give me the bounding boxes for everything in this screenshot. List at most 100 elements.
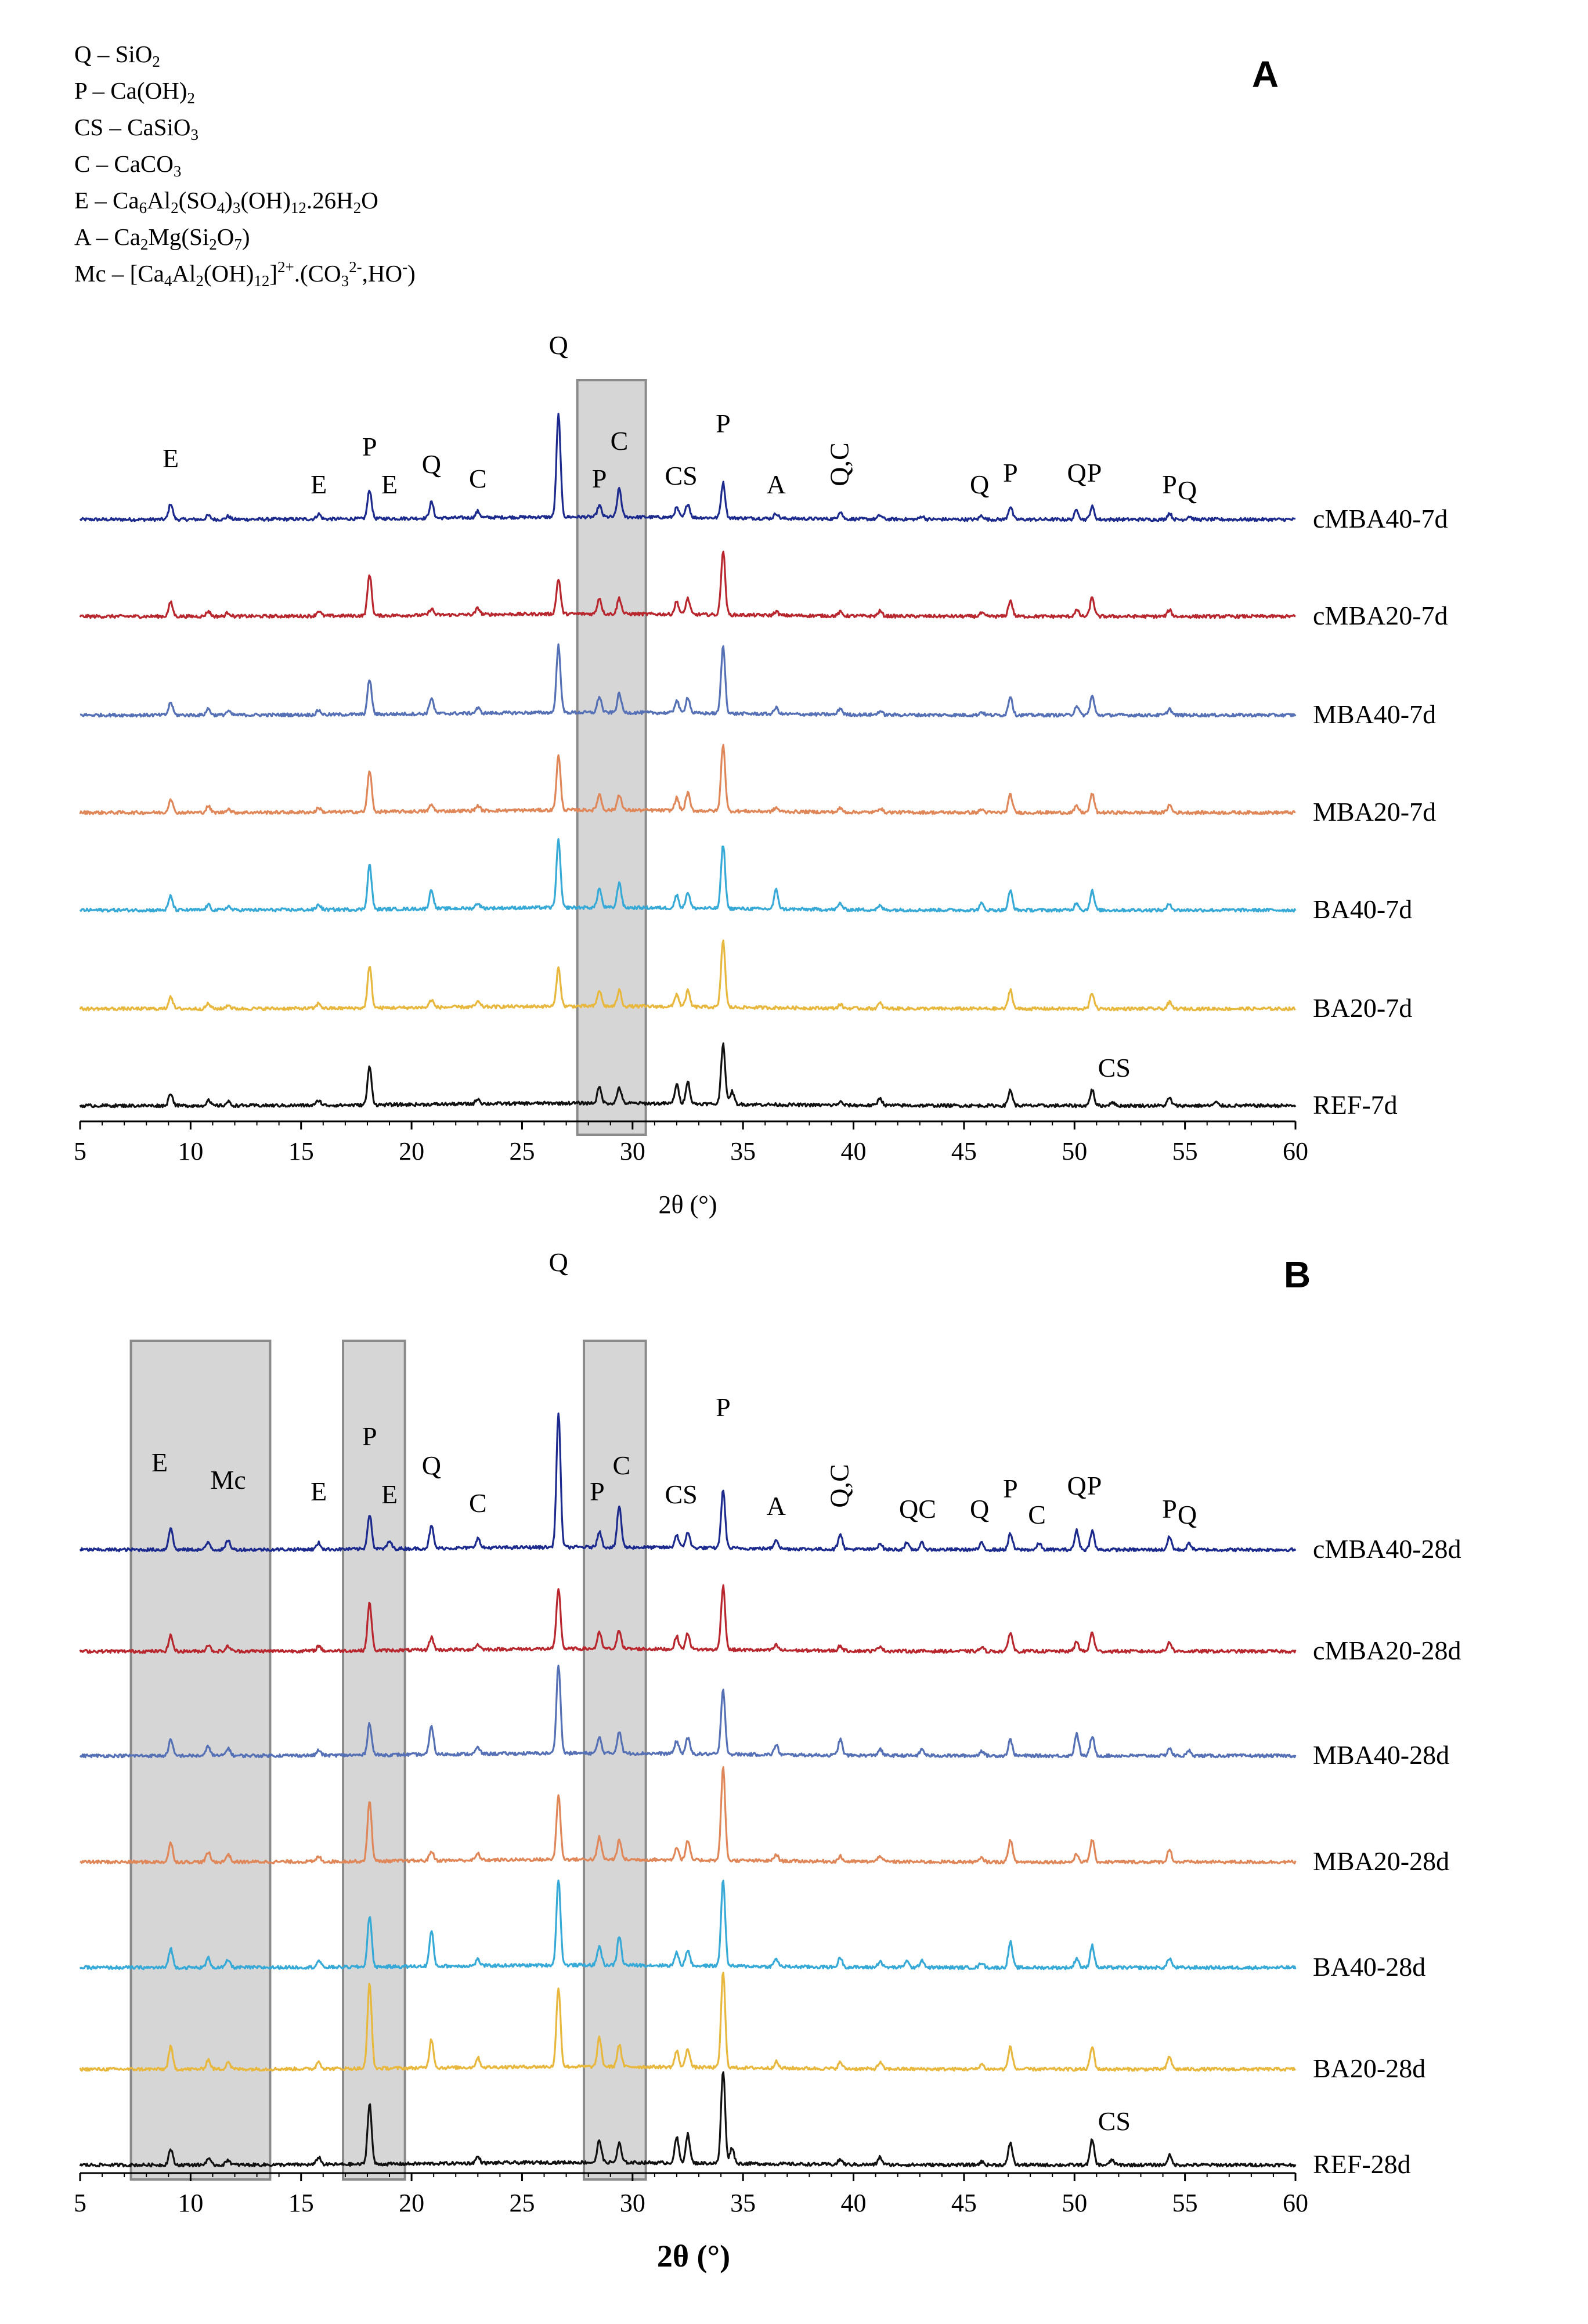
peak-annotation: P	[590, 1477, 605, 1506]
peak-annotation: P	[716, 409, 731, 438]
series-label: cMBA20-28d	[1313, 1636, 1461, 1665]
peak-annotation: P	[1162, 1494, 1177, 1524]
x-tick-label: 10	[178, 1137, 203, 1165]
peak-annotation: Q,C	[825, 442, 854, 486]
legend-formula-part: 3	[190, 126, 199, 143]
legend-separator: –	[86, 77, 111, 104]
legend-formula-part: (OH)	[240, 187, 291, 214]
series-label: MBA20-28d	[1313, 1846, 1449, 1876]
xrd-trace-cMBA20-7d	[79, 550, 1296, 619]
legend-code: Q	[74, 41, 92, 67]
series-label: cMBA40-28d	[1313, 1534, 1461, 1564]
x-tick-label: 20	[399, 1137, 424, 1165]
legend-formula-part: O	[216, 223, 234, 250]
legend-separator: –	[90, 150, 114, 177]
legend-code: A	[74, 223, 91, 250]
x-tick-label: 30	[620, 2189, 645, 2217]
series-label: MBA40-28d	[1313, 1740, 1449, 1770]
series-label: REF-28d	[1313, 2149, 1411, 2179]
x-tick-label: 40	[841, 1137, 867, 1165]
legend-separator: –	[91, 41, 116, 67]
legend-formula-part: )	[407, 260, 416, 287]
peak-annotation: E	[381, 1479, 398, 1509]
legend-formula-part: SiO	[115, 41, 153, 67]
xrd-trace-REF-7d	[79, 1042, 1297, 1109]
x-tick-label: 35	[730, 2189, 756, 2217]
x-tick-label: 25	[509, 2189, 535, 2217]
legend-formula-part: 12	[290, 199, 306, 216]
peak-annotation: E	[311, 1477, 327, 1506]
legend-formula-part: 7	[234, 236, 242, 253]
peak-annotation: CS	[1098, 2106, 1131, 2136]
peak-annotation: E	[151, 1448, 168, 1477]
x-tick-label: 40	[841, 2189, 867, 2217]
peak-annotation: Q	[970, 1494, 989, 1524]
x-tick-label: 35	[730, 1137, 756, 1165]
legend-formula-part: 4	[164, 272, 172, 290]
legend-separator: –	[89, 187, 113, 214]
legend-row: E – Ca6Al2(SO4)3(OH)12.26H2O	[74, 182, 416, 219]
peak-annotation: Q	[1067, 1471, 1086, 1500]
peak-annotation: Mc	[210, 1465, 246, 1495]
peak-annotation: P	[716, 1392, 731, 1422]
legend-formula-part: [Ca	[129, 260, 164, 287]
legend-formula-part: O	[361, 187, 378, 214]
highlight-region	[583, 1340, 647, 2181]
legend-code: P	[74, 77, 87, 104]
legend-formula-part: )	[225, 187, 233, 214]
x-tick-label: 55	[1172, 1137, 1198, 1165]
highlight-region	[576, 379, 647, 1136]
series-label: BA20-7d	[1313, 993, 1412, 1023]
legend-formula-part: Ca	[113, 187, 139, 214]
legend-formula-part: 3	[341, 272, 349, 290]
peak-annotation: C	[1028, 1500, 1046, 1529]
legend-formula-part: 2	[171, 199, 179, 216]
x-tick-label: 45	[951, 1137, 977, 1165]
peak-annotation: P	[362, 1421, 377, 1451]
legend-row: Mc – [Ca4Al2(OH)12]2+.(CO32-,HO-)	[74, 255, 416, 292]
peak-annotation: CS	[665, 461, 697, 490]
legend-formula-part: 2+	[277, 258, 294, 276]
xrd-trace-REF-28d	[79, 2071, 1297, 2168]
legend-formula-part: Mg(Si	[148, 223, 210, 250]
legend-formula-part: 2	[353, 199, 362, 216]
peak-annotation: E	[311, 470, 327, 499]
x-tick-label: 15	[288, 2189, 314, 2217]
x-tick-label: 50	[1062, 1137, 1087, 1165]
peak-annotation: Q	[1178, 1500, 1197, 1529]
legend-formula-part: 2	[209, 236, 217, 253]
peak-annotation: P	[1087, 1471, 1102, 1500]
peak-annotation: P	[592, 464, 607, 493]
series-label: MBA20-7d	[1313, 797, 1436, 827]
x-tick-label: 20	[399, 2189, 424, 2217]
legend-separator: –	[103, 114, 128, 140]
peak-annotation: Q	[549, 1247, 568, 1277]
legend-formula-part: )	[241, 223, 250, 250]
legend-formula-part: 2	[196, 272, 204, 290]
series-label: MBA40-7d	[1313, 699, 1436, 729]
phase-legend: Q – SiO2 P – Ca(OH)2 CS – CaSiO3 C – CaCO3 E…	[74, 36, 416, 292]
highlight-region	[342, 1340, 406, 2181]
x-tick-label: 50	[1062, 2189, 1087, 2217]
legend-formula-part: CaCO	[114, 150, 174, 177]
legend-separator: –	[90, 223, 114, 250]
peak-annotation: CS	[1098, 1053, 1131, 1082]
x-tick-label: 5	[74, 1137, 86, 1165]
x-tick-label: 15	[288, 1137, 314, 1165]
legend-formula-part: 2-	[349, 258, 362, 276]
xrd-trace-cMBA20-28d	[79, 1584, 1297, 1654]
peak-annotation: Q	[422, 449, 441, 479]
legend-row: CS – CaSiO3	[74, 109, 416, 146]
series-label: cMBA40-7d	[1313, 504, 1448, 533]
legend-formula-part: 6	[139, 199, 147, 216]
legend-formula-part: 3	[232, 199, 241, 216]
legend-row: Q – SiO2	[74, 36, 416, 73]
legend-formula-part: 2	[152, 53, 160, 70]
legend-formula-part: 2	[140, 236, 149, 253]
peak-annotation: Q	[970, 470, 989, 499]
legend-formula-part: Ca(OH)	[110, 77, 187, 104]
legend-code: CS	[74, 114, 104, 140]
x-tick-label: 25	[509, 1137, 535, 1165]
legend-formula-part: 4	[216, 199, 225, 216]
